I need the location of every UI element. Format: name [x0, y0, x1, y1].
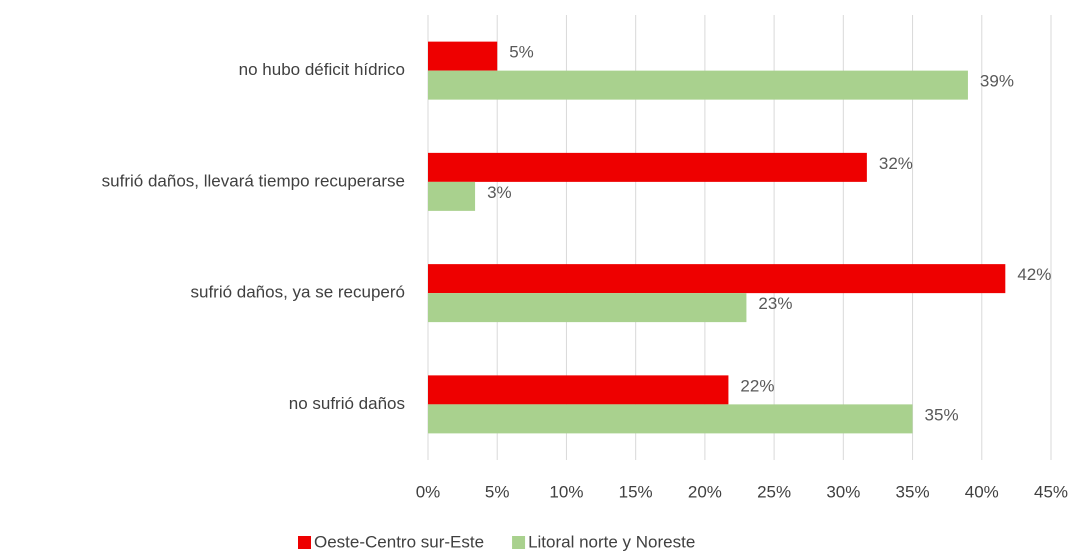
x-tick-label: 45% — [1034, 482, 1068, 501]
bar — [428, 41, 498, 71]
data-label: 22% — [740, 376, 774, 395]
bar — [428, 375, 729, 405]
data-label: 23% — [758, 294, 792, 313]
bar — [428, 181, 476, 211]
x-tick-label: 40% — [965, 482, 999, 501]
y-tick-label: no hubo déficit hídrico — [239, 60, 405, 79]
data-label: 5% — [509, 43, 534, 62]
y-tick-label: no sufrió daños — [289, 394, 405, 413]
bar — [428, 264, 1006, 294]
bar — [428, 404, 913, 434]
x-tick-label: 30% — [826, 482, 860, 501]
legend-swatch — [512, 536, 526, 549]
x-tick-label: 5% — [485, 482, 510, 501]
x-tick-label: 25% — [757, 482, 791, 501]
data-label: 35% — [925, 405, 959, 424]
y-tick-label: sufrió daños, llevará tiempo recuperarse — [102, 171, 405, 190]
legend-label: Litoral norte y Noreste — [528, 532, 695, 551]
legend-swatch — [298, 536, 311, 549]
data-label: 42% — [1017, 265, 1051, 284]
x-tick-label: 20% — [688, 482, 722, 501]
x-tick-label: 0% — [416, 482, 441, 501]
data-label: 32% — [879, 154, 913, 173]
bar — [428, 293, 747, 323]
bar — [428, 152, 867, 182]
y-tick-label: sufrió daños, ya se recuperó — [190, 283, 405, 302]
legend-label: Oeste-Centro sur-Este — [314, 532, 484, 551]
x-tick-label: 10% — [549, 482, 583, 501]
bar — [428, 70, 968, 100]
data-label: 39% — [980, 72, 1014, 91]
data-label: 3% — [487, 183, 512, 202]
x-tick-label: 15% — [619, 482, 653, 501]
x-tick-label: 35% — [896, 482, 930, 501]
